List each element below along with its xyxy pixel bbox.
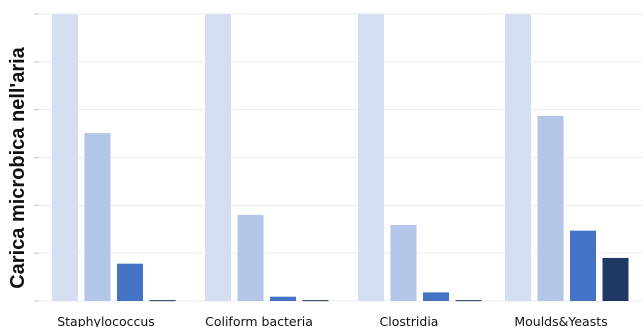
- bar-staphylococcus-3: [117, 263, 143, 301]
- bar-coliform-bacteria-3: [270, 296, 296, 301]
- bar-moulds-yeasts-2: [537, 115, 564, 301]
- bar-moulds-yeasts-4: [602, 257, 629, 301]
- bar-moulds-yeasts-1: [505, 14, 531, 301]
- bar-clostridia-2: [390, 224, 417, 301]
- y-axis-label: Carica microbica nell'aria: [7, 46, 29, 288]
- bar-staphylococcus-2: [84, 133, 111, 301]
- bar-staphylococcus-1: [52, 14, 78, 301]
- bar-clostridia-4: [455, 300, 482, 302]
- bar-coliform-bacteria-2: [237, 214, 264, 301]
- bars: [52, 14, 629, 302]
- x-tick-label: Coliform bacteria: [205, 314, 313, 327]
- bar-clostridia-1: [358, 14, 384, 301]
- bar-coliform-bacteria-4: [302, 300, 329, 302]
- x-tick-labels: Staphylococcus Coliform bacteria Clostridi…: [57, 314, 607, 327]
- bar-clostridia-3: [423, 292, 449, 301]
- x-tick-label: Clostridia: [380, 314, 439, 327]
- x-tick-label: Moulds&Yeasts: [514, 314, 607, 327]
- x-tick-label: Staphylococcus: [57, 314, 155, 327]
- bar-coliform-bacteria-1: [205, 14, 231, 301]
- bar-moulds-yeasts-3: [570, 230, 596, 301]
- bar-staphylococcus-4: [149, 300, 176, 302]
